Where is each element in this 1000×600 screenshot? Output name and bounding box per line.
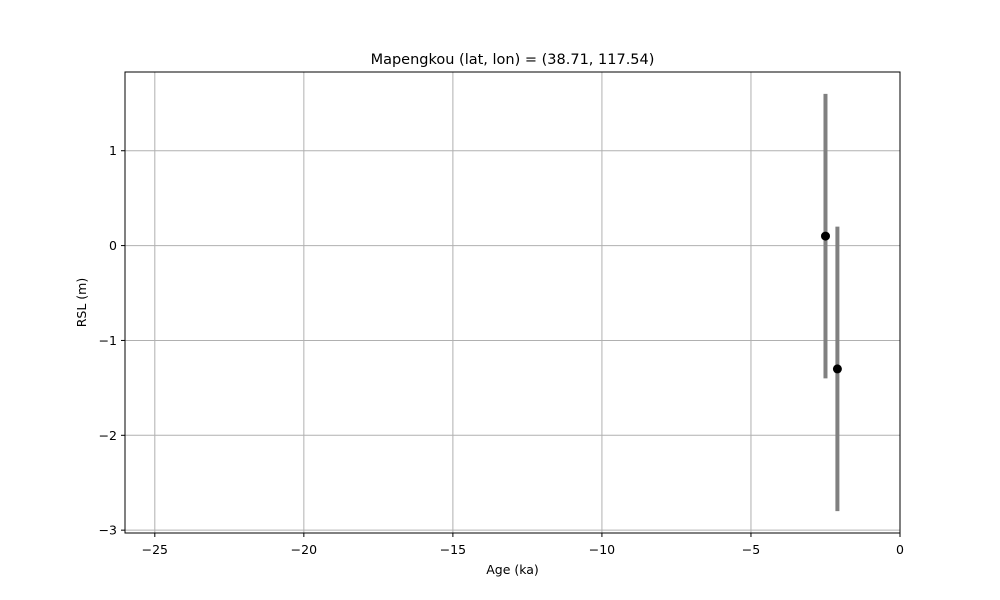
- data-point: [820, 231, 830, 241]
- data-points: [820, 231, 842, 374]
- y-tick-label: −2: [99, 428, 117, 443]
- x-tick-label: −10: [589, 542, 615, 557]
- x-ticks: −25 −20 −15 −10 −5 0: [142, 533, 904, 557]
- y-ticks: −3 −2 −1 0 1: [99, 143, 125, 538]
- data-point: [832, 364, 842, 374]
- y-tick-label: −3: [99, 523, 117, 538]
- y-axis-label: RSL (m): [74, 278, 89, 328]
- y-tick-label: 0: [109, 238, 117, 253]
- y-tick-label: 1: [109, 143, 117, 158]
- x-tick-label: −5: [742, 542, 760, 557]
- plot-frame: [124, 71, 901, 534]
- grid-lines: [125, 72, 901, 533]
- x-tick-label: −15: [440, 542, 466, 557]
- x-axis-label: Age (ka): [486, 562, 539, 577]
- error-bars: [823, 93, 840, 512]
- y-tick-label: −1: [99, 333, 117, 348]
- x-tick-label: 0: [896, 542, 904, 557]
- chart-title: Mapengkou (lat, lon) = (38.71, 117.54): [371, 52, 655, 68]
- x-tick-label: −25: [142, 542, 168, 557]
- x-tick-label: −20: [291, 542, 317, 557]
